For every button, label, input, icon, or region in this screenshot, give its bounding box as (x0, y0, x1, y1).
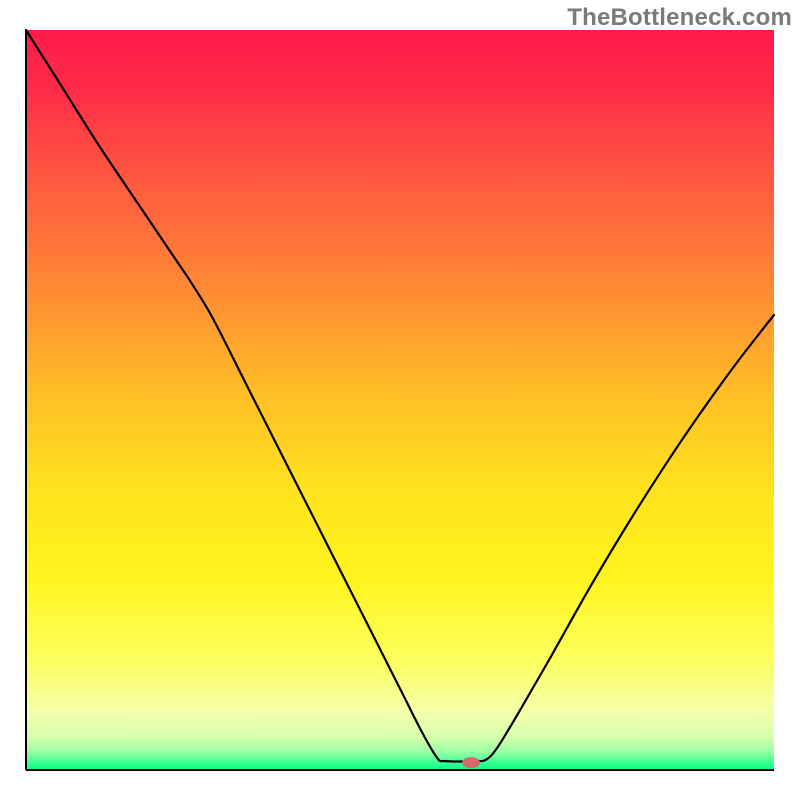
bottleneck-chart (0, 0, 800, 800)
plot-background (26, 30, 774, 770)
attribution-label: TheBottleneck.com (567, 4, 792, 32)
chart-container: { "attribution_text": "TheBottleneck.com… (0, 0, 800, 800)
optimal-marker (462, 757, 480, 768)
